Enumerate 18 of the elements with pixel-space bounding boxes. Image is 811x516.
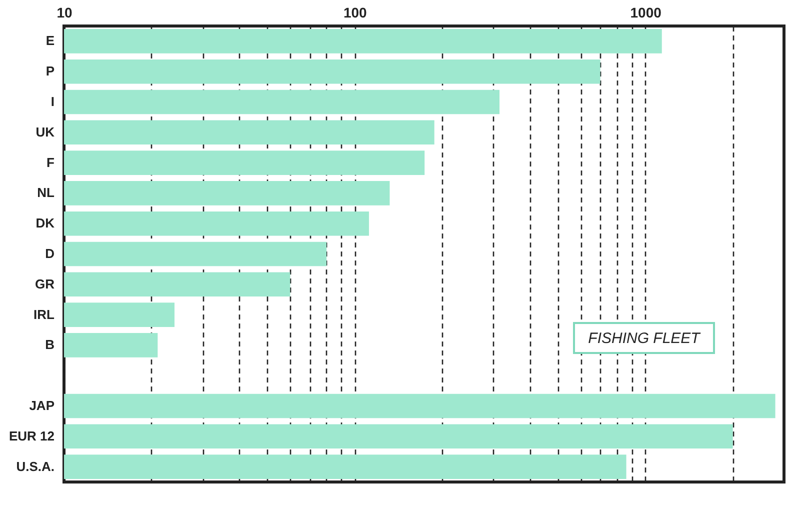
y-tick-label: GR [35, 276, 56, 292]
y-tick-label: NL [37, 185, 55, 200]
y-tick-label: B [45, 337, 54, 352]
y-tick-label: P [46, 64, 55, 79]
y-tick-label: E [46, 33, 55, 48]
y-tick-label: UK [36, 124, 56, 140]
y-tick-label: IRL [34, 306, 55, 322]
y-tick-label: D [45, 246, 54, 261]
y-tick-label: F [46, 154, 55, 170]
y-tick-label: DK [36, 216, 56, 231]
x-tick-label: 10 [56, 4, 72, 20]
x-tick-label: 1000 [630, 4, 662, 20]
y-tick-label: EUR 12 [8, 428, 54, 444]
y-tick-label: JAP [29, 398, 55, 413]
annotation: FISHING FLEET [588, 330, 702, 347]
x-tick-label: 100 [343, 4, 368, 20]
y-tick-label: I [50, 94, 54, 109]
y-tick-label: U.S.A. [16, 458, 54, 474]
